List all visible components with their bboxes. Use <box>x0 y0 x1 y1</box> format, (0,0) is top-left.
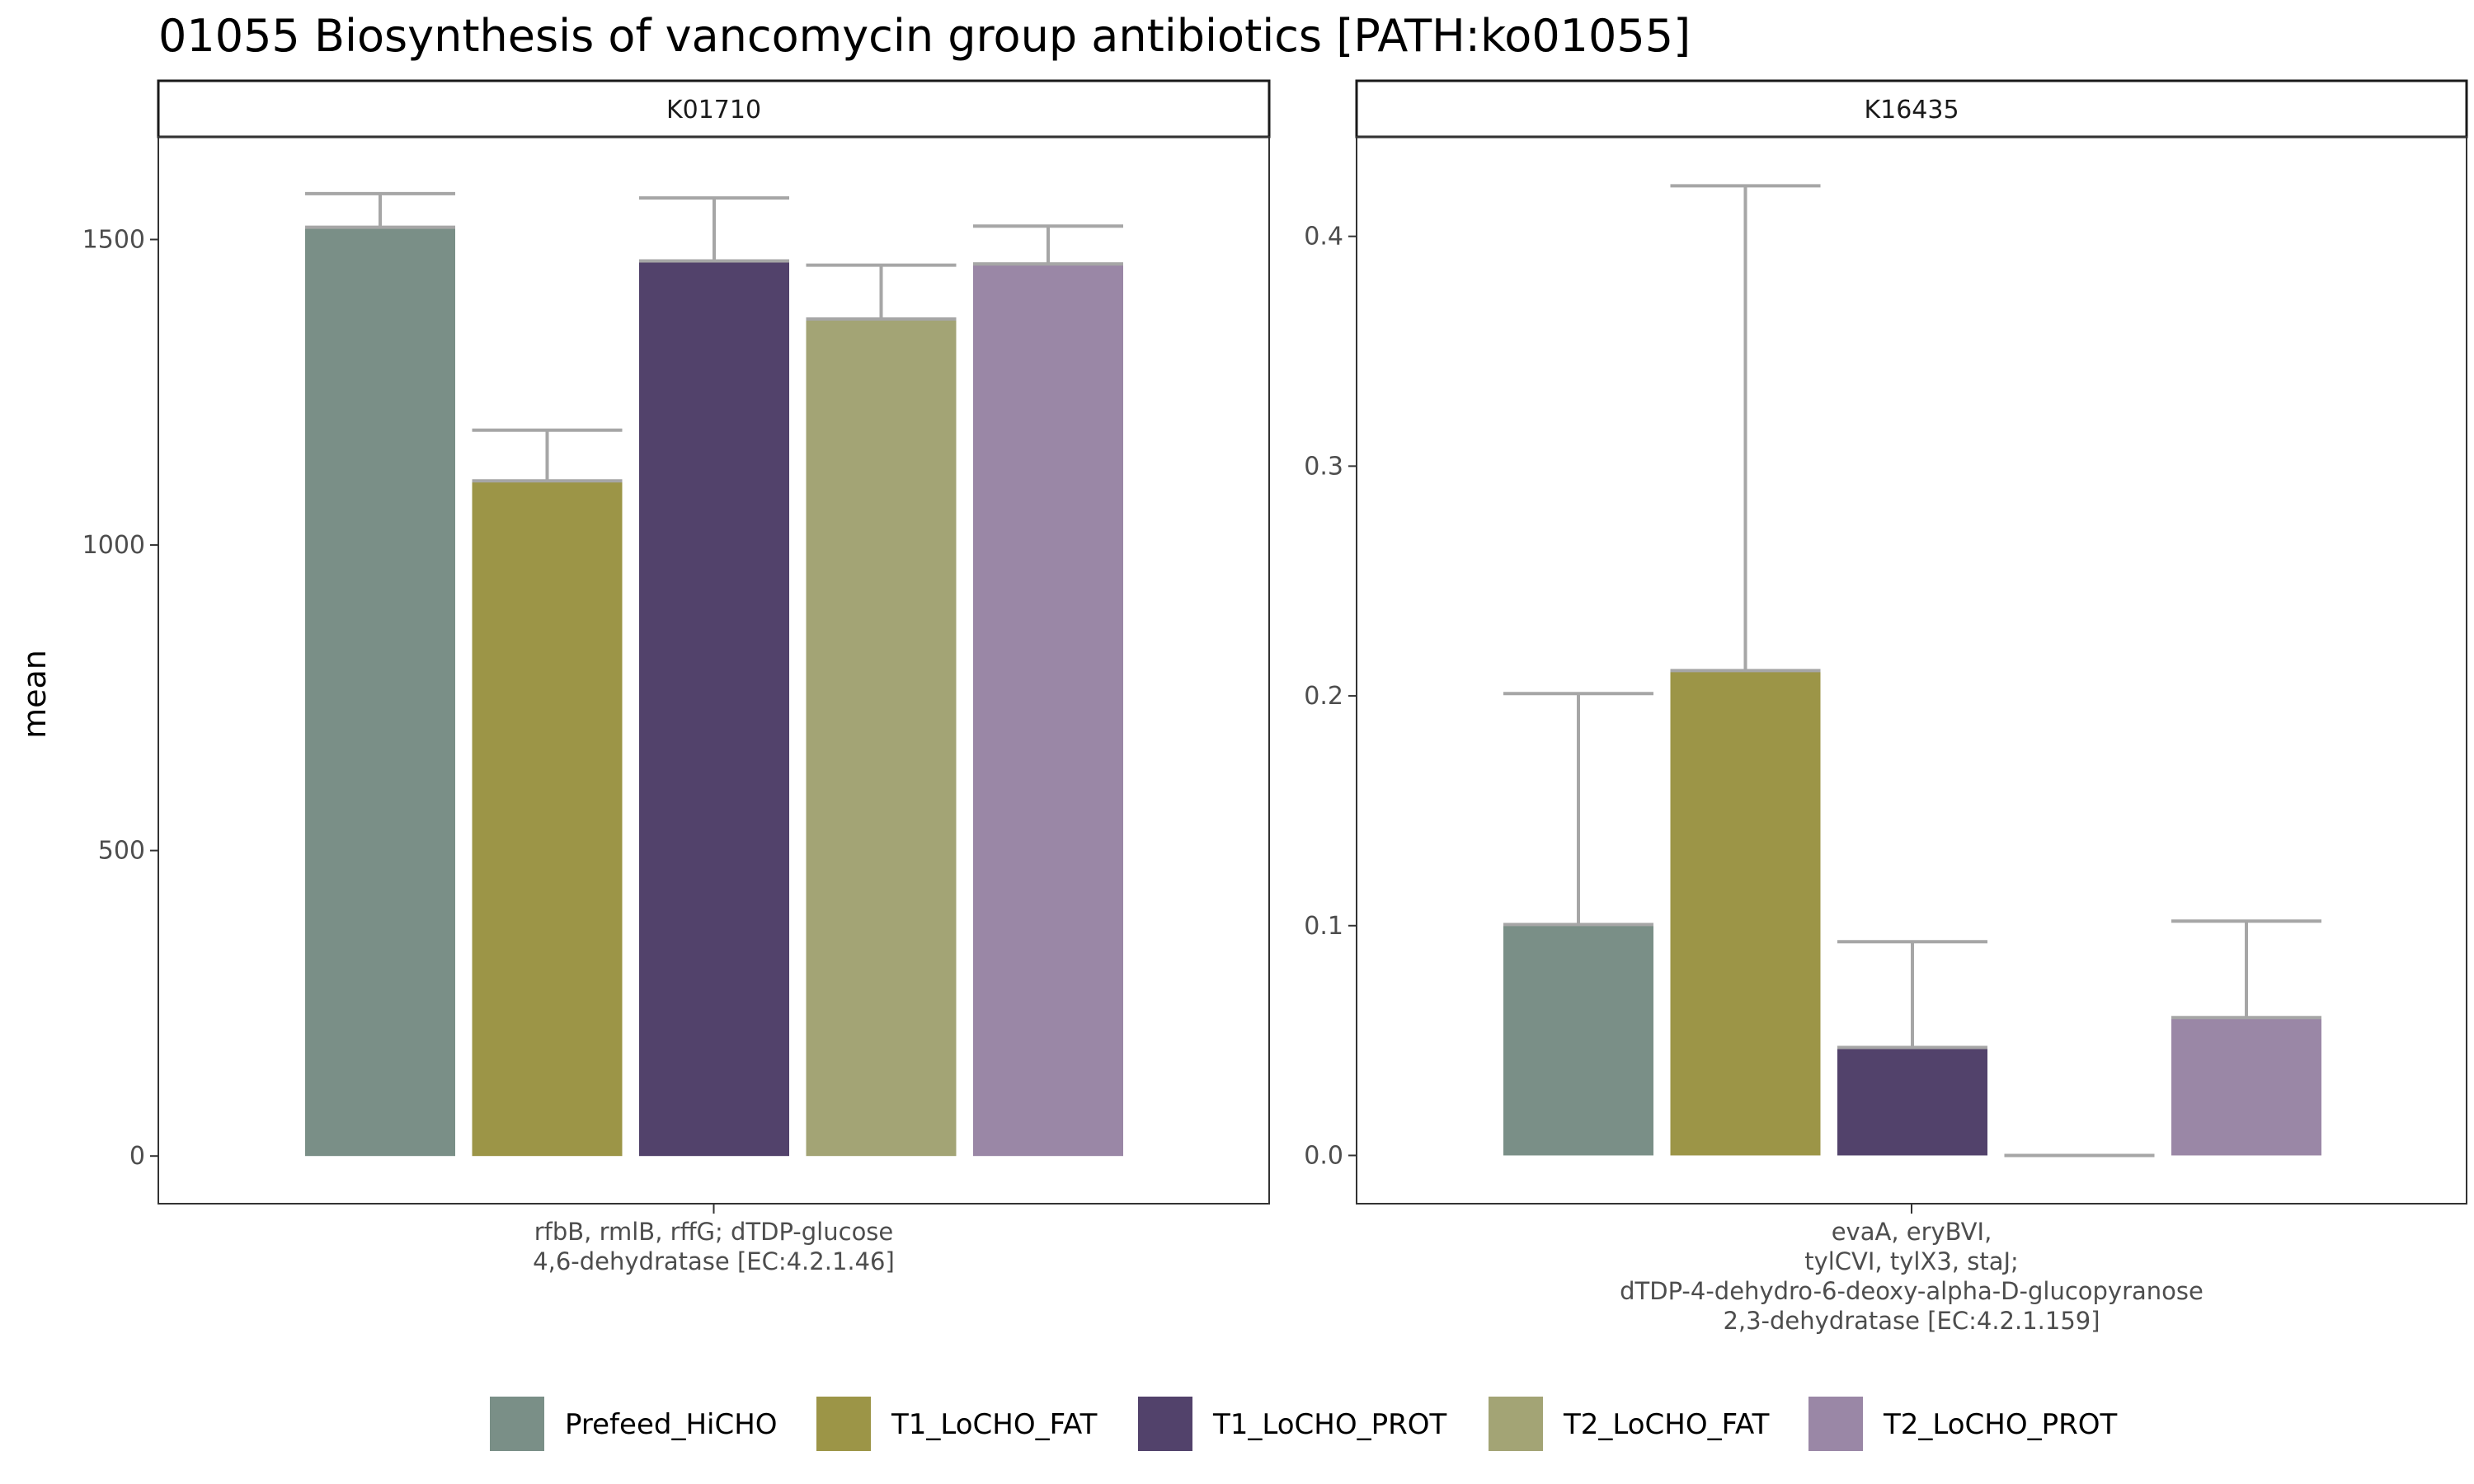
x-category-label-line: 2,3-dehydratase [EC:4.2.1.159] <box>1723 1307 2100 1335</box>
x-category-label-line: evaA, eryBVI, <box>1832 1218 1992 1246</box>
panel-K16435: K16435 0.0 0.1 0.2 0.3 0.4 evaA, eryBVI,tylCVI… <box>1304 79 2468 1335</box>
x-category-label-line: dTDP-4-dehydro-6-deoxy-alpha-D-glucopyra… <box>1620 1277 2204 1305</box>
facet-panels: K01710 0 500 1000 1500 rfbB, rmlB, rffG; dTDP… <box>82 79 2468 1335</box>
facet-strip-label: K16435 <box>1864 96 1959 124</box>
bar-T2_LoCHO_PROT <box>973 264 1123 1157</box>
bar-T2_LoCHO_FAT <box>806 318 957 1157</box>
legend-item-Prefeed_HiCHO: Prefeed_HiCHO <box>490 1397 778 1451</box>
legend-item-T2_LoCHO_PROT: T2_LoCHO_PROT <box>1808 1397 2118 1451</box>
legend-swatch <box>816 1397 871 1451</box>
y-tick-label: 500 <box>98 837 145 866</box>
bar-T1_LoCHO_PROT <box>639 261 789 1157</box>
y-tick-label: 1000 <box>82 531 145 560</box>
y-tick-label: 0.1 <box>1304 912 1343 941</box>
x-category-label-line: 4,6-dehydratase [EC:4.2.1.46] <box>533 1247 895 1275</box>
y-tick-label: 0.4 <box>1304 223 1343 251</box>
chart-title: 01055 Biosynthesis of vancomycin group a… <box>158 10 1691 62</box>
legend-label: Prefeed_HiCHO <box>565 1408 778 1441</box>
facet-strip <box>1355 79 2468 139</box>
facet-strip <box>157 79 1271 139</box>
legend-swatch <box>1489 1397 1543 1451</box>
bar-Prefeed_HiCHO <box>305 227 455 1157</box>
legend-item-T1_LoCHO_PROT: T1_LoCHO_PROT <box>1138 1397 1447 1451</box>
bar-T1_LoCHO_FAT <box>472 481 623 1157</box>
legend-swatch <box>1138 1397 1192 1451</box>
y-tick-label: 0.0 <box>1304 1141 1343 1170</box>
legend-label: T1_LoCHO_FAT <box>891 1408 1098 1441</box>
y-tick-label: 0.3 <box>1304 452 1343 481</box>
legend-label: T2_LoCHO_PROT <box>1883 1408 2118 1441</box>
bar-T1_LoCHO_PROT <box>1837 1047 1987 1156</box>
y-tick-label: 0 <box>129 1142 145 1171</box>
legend: Prefeed_HiCHO T1_LoCHO_FAT T1_LoCHO_PROT T2… <box>490 1397 2118 1451</box>
facet-strip-label: K01710 <box>666 96 761 124</box>
y-tick-label: 0.2 <box>1304 682 1343 711</box>
bar-T2_LoCHO_PROT <box>2171 1017 2321 1156</box>
legend-item-T2_LoCHO_FAT: T2_LoCHO_FAT <box>1489 1397 1770 1451</box>
legend-label: T1_LoCHO_PROT <box>1212 1408 1447 1441</box>
x-category-label-line: rfbB, rmlB, rffG; dTDP-glucose <box>534 1218 894 1246</box>
bar-Prefeed_HiCHO <box>1503 924 1653 1156</box>
y-axis-label: mean <box>16 650 53 739</box>
bar-T1_LoCHO_FAT <box>1670 670 1821 1156</box>
y-tick-label: 1500 <box>82 226 145 255</box>
legend-item-T1_LoCHO_FAT: T1_LoCHO_FAT <box>816 1397 1098 1451</box>
legend-swatch <box>490 1397 544 1451</box>
panel-K01710: K01710 0 500 1000 1500 rfbB, rmlB, rffG; dTDP… <box>82 79 1271 1275</box>
legend-label: T2_LoCHO_FAT <box>1563 1408 1770 1441</box>
x-category-label-line: tylCVI, tylX3, staJ; <box>1804 1247 2019 1275</box>
legend-swatch <box>1808 1397 1863 1451</box>
